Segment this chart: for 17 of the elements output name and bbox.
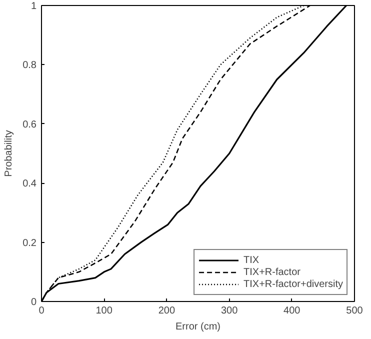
y-tick-label: 0: [30, 297, 37, 308]
legend-label: TIX+R-factor+diversity: [244, 278, 343, 290]
x-tick-label: 500: [346, 306, 364, 316]
y-tick-label: 0.8: [22, 60, 37, 72]
x-axis-title: Error (cm): [176, 322, 221, 332]
x-tick-label: 400: [284, 306, 301, 316]
y-tick-label: 1: [30, 1, 37, 12]
x-tick-label: 200: [158, 306, 176, 316]
x-tick-label: 300: [220, 306, 238, 316]
y-tick-label: 0.2: [22, 238, 37, 249]
y-tick-label: 0.6: [22, 119, 37, 130]
y-tick-label: 0.4: [22, 178, 37, 190]
legend-label: TIX+R-factor: [244, 266, 300, 278]
x-tick-label: 0: [38, 306, 45, 316]
y-axis-title: Probability: [4, 130, 15, 177]
x-tick-label: 100: [96, 306, 113, 316]
legend-label: TIX: [244, 254, 260, 266]
